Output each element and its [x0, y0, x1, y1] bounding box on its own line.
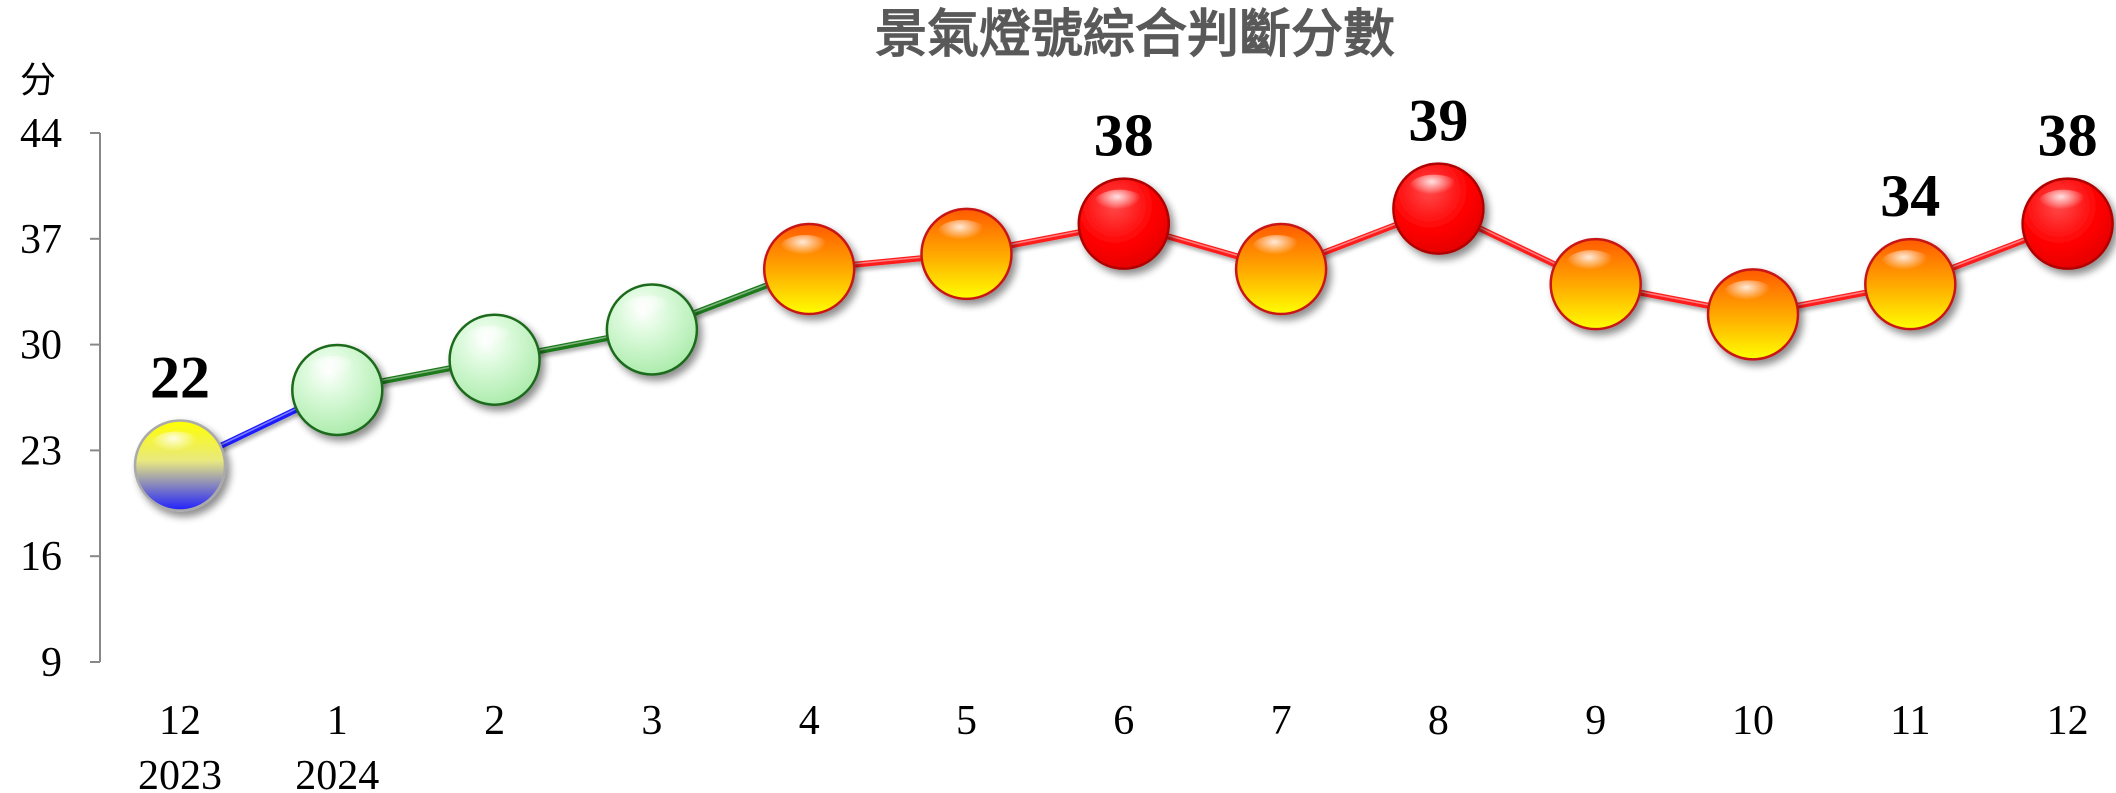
x-axis-labels: 12 2023 1 2024 2 3 4 5 6 7 8 9 10 11 12 [138, 698, 2089, 793]
y-tick-label: 9 [41, 640, 62, 686]
signal-marker-yellow-blue [133, 419, 227, 512]
x-tick-label: 1 [327, 698, 348, 744]
x-tick-label: 12 [2047, 698, 2089, 744]
marker-shine [1723, 280, 1775, 309]
data-label: 22 [150, 345, 210, 411]
marker-shine [936, 219, 989, 248]
signal-marker-yellow-red [1706, 268, 1800, 361]
y-tick-label: 23 [20, 428, 62, 474]
x-tick-label: 9 [1585, 698, 1606, 744]
x-tick-label: 8 [1428, 698, 1449, 744]
marker-shine [1093, 189, 1146, 218]
marker-shine [1408, 174, 1461, 203]
x-tick-label: 6 [1113, 698, 1134, 744]
x-tick-label: 10 [1732, 698, 1774, 744]
x-tick-label: 11 [1890, 698, 1930, 744]
signal-marker-yellow-red [920, 207, 1013, 301]
y-tick-label: 37 [20, 217, 62, 263]
x-tick-year-label: 2023 [138, 753, 222, 793]
y-tick-label: 16 [20, 534, 62, 580]
data-label: 34 [1880, 163, 1940, 229]
x-tick-label: 7 [1271, 698, 1292, 744]
chart-title: 景氣燈號綜合判斷分數 [875, 5, 1395, 65]
data-label: 38 [2038, 103, 2098, 169]
signal-marker-yellow-red [1864, 237, 1957, 331]
signal-marker-green [291, 343, 384, 437]
axes: 9 16 23 30 37 44 [20, 111, 101, 686]
marker-shine [1251, 235, 1304, 264]
x-tick-label: 3 [641, 698, 662, 744]
x-tick-year-label: 2024 [295, 753, 379, 793]
data-labels: 22 38 39 34 38 [150, 88, 2098, 411]
x-tick-label: 4 [799, 698, 820, 744]
x-tick-label: 12 [159, 698, 201, 744]
data-label: 38 [1094, 103, 1154, 169]
marker-shine [1565, 250, 1618, 279]
signal-marker-green [605, 283, 699, 376]
y-tick-label: 44 [20, 111, 62, 157]
x-tick-label: 2 [484, 698, 505, 744]
data-label: 39 [1408, 88, 1468, 154]
marker-shine [779, 235, 832, 264]
signal-marker-yellow-red [1234, 222, 1328, 316]
series-markers [133, 162, 2114, 512]
marker-shine [464, 325, 517, 354]
marker-shine [1880, 250, 1933, 279]
signal-marker-red [1077, 177, 1171, 270]
marker-shine [621, 295, 674, 324]
marker-shine [307, 355, 360, 384]
y-axis-unit-label: 分 [20, 60, 56, 101]
marker-shine [150, 431, 202, 460]
y-tick-label: 30 [20, 323, 62, 369]
signal-marker-red [2021, 177, 2114, 270]
signal-marker-red [1392, 162, 1485, 255]
x-tick-label: 5 [956, 698, 977, 744]
signal-marker-green [448, 313, 541, 406]
signal-marker-yellow-red [762, 222, 856, 316]
signal-marker-yellow-red [1549, 237, 1642, 331]
marker-shine [2037, 189, 2090, 218]
